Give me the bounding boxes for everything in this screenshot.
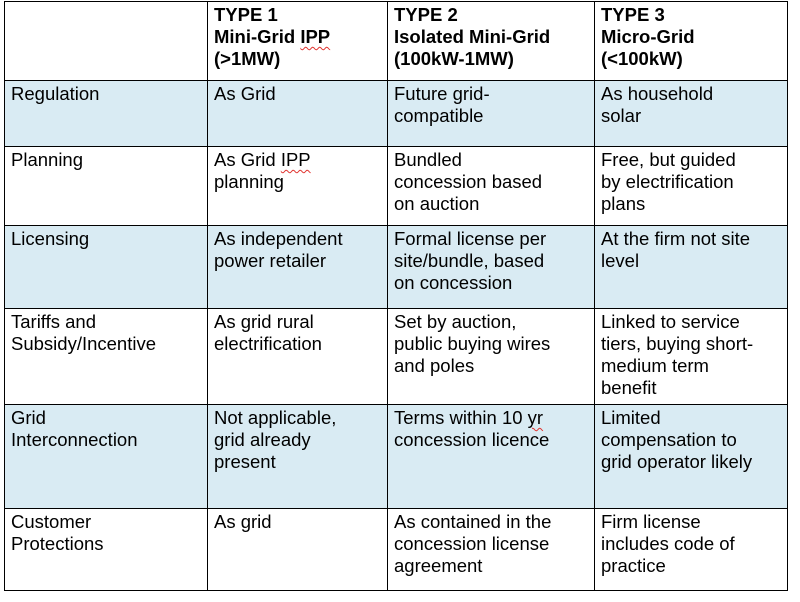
cell-line: grid already xyxy=(214,429,311,450)
row-header-tariffs: Tariffs and Subsidy/Incentive xyxy=(4,308,208,405)
table-row-planning: Planning As Grid IPP planning Bundled co… xyxy=(4,146,788,226)
cell-line: At the firm not site xyxy=(601,228,751,249)
cell-line: public buying wires xyxy=(394,333,551,354)
cell-line: medium term xyxy=(601,355,709,376)
row-header-line: Planning xyxy=(11,149,84,170)
cell-line: electrification xyxy=(214,333,322,354)
table-cell: Not applicable, grid already present xyxy=(207,404,388,509)
cell-line: As household xyxy=(601,83,714,104)
cell-line: on concession xyxy=(394,272,513,293)
table-cell: As Grid IPP planning xyxy=(207,146,388,226)
row-header-line: Grid xyxy=(11,407,46,428)
cell-line: present xyxy=(214,451,276,472)
table-cell: Set by auction, public buying wires and … xyxy=(387,308,595,405)
column-header-type-3: TYPE 3 Micro-Grid (<100kW) xyxy=(594,1,788,81)
cell-line: compensation to xyxy=(601,429,737,450)
table-row-licensing: Licensing As independent power retailer … xyxy=(4,225,788,309)
table-cell: Terms within 10 yr concession licence xyxy=(387,404,595,509)
table-cell: At the firm not site level xyxy=(594,225,788,309)
cell-line: benefit xyxy=(601,377,657,398)
column-header-text: Mini-Grid IPP xyxy=(214,26,331,47)
cell-line: power retailer xyxy=(214,250,327,271)
table-cell: Linked to service tiers, buying short- m… xyxy=(594,308,788,405)
table-cell: Bundled concession based on auction xyxy=(387,146,595,226)
cell-line: As grid rural xyxy=(214,311,314,332)
cell-line: As Grid xyxy=(214,83,276,104)
column-header-line: (>1MW) xyxy=(214,48,281,69)
cell-line: plans xyxy=(601,193,646,214)
row-header-planning: Planning xyxy=(4,146,208,226)
cell-line: tiers, buying short- xyxy=(601,333,754,354)
table-cell: Limited compensation to grid operator li… xyxy=(594,404,788,509)
row-header-line: Licensing xyxy=(11,228,90,249)
row-header-line: Protections xyxy=(11,533,104,554)
cell-line: practice xyxy=(601,555,666,576)
column-header-line: Mini-Grid IPP xyxy=(214,26,381,48)
table-row-grid-interconnection: Grid Interconnection Not applicable, gri… xyxy=(4,404,788,509)
table-cell: Free, but guided by electrification plan… xyxy=(594,146,788,226)
cell-line: concession based xyxy=(394,171,543,192)
column-header-line: Micro-Grid xyxy=(601,26,695,47)
column-header-line: TYPE 3 xyxy=(601,4,665,25)
table-cell: As grid xyxy=(207,508,388,591)
column-header-line: (<100kW) xyxy=(601,48,683,69)
cell-line: on auction xyxy=(394,193,480,214)
cell-line: Bundled xyxy=(394,149,462,170)
row-header-line: Regulation xyxy=(11,83,100,104)
table-row-customer-protections: Customer Protections As grid As containe… xyxy=(4,508,788,591)
cell-line: Free, but guided xyxy=(601,149,736,170)
row-header-line: Customer xyxy=(11,511,92,532)
table-cell: As grid rural electrification xyxy=(207,308,388,405)
table-row-tariffs: Tariffs and Subsidy/Incentive As grid ru… xyxy=(4,308,788,405)
row-header-regulation: Regulation xyxy=(4,80,208,147)
column-header-line: TYPE 2 xyxy=(394,4,458,25)
column-header-type-1: TYPE 1 Mini-Grid IPP (>1MW) xyxy=(207,1,388,81)
row-header-grid-interconnection: Grid Interconnection xyxy=(4,404,208,509)
cell-line: by electrification xyxy=(601,171,734,192)
table-cell: As Grid xyxy=(207,80,388,147)
row-header-line: Interconnection xyxy=(11,429,138,450)
cell-line: Terms within 10 yr xyxy=(394,407,544,428)
cell-line: Not applicable, xyxy=(214,407,337,428)
cell-line: level xyxy=(601,250,640,271)
cell-line: solar xyxy=(601,105,642,126)
cell-line: As independent xyxy=(214,228,343,249)
cell-line: Firm license xyxy=(601,511,701,532)
cell-line: planning xyxy=(214,171,284,192)
table-cell: Firm license includes code of practice xyxy=(594,508,788,591)
column-header-line: Isolated Mini-Grid xyxy=(394,26,551,47)
column-header-line: TYPE 1 xyxy=(214,4,278,25)
cell-line: Formal license per xyxy=(394,228,547,249)
row-header-licensing: Licensing xyxy=(4,225,208,309)
table-cell: As contained in the concession license a… xyxy=(387,508,595,591)
row-header-customer-protections: Customer Protections xyxy=(4,508,208,591)
row-header-line: Tariffs and xyxy=(11,311,97,332)
cell-line: concession licence xyxy=(394,429,550,450)
cell-line: As grid xyxy=(214,511,272,532)
cell-line: As contained in the xyxy=(394,511,552,532)
corner-cell xyxy=(4,1,208,81)
table-cell: As household solar xyxy=(594,80,788,147)
header-row: TYPE 1 Mini-Grid IPP (>1MW) TYPE 2 Isola… xyxy=(4,1,788,81)
cell-line: agreement xyxy=(394,555,483,576)
row-header-line: Subsidy/Incentive xyxy=(11,333,157,354)
column-header-type-2: TYPE 2 Isolated Mini-Grid (100kW-1MW) xyxy=(387,1,595,81)
cell-line: Limited xyxy=(601,407,661,428)
cell-line: concession license xyxy=(394,533,550,554)
cell-line: As Grid IPP xyxy=(214,149,311,170)
table-cell: As independent power retailer xyxy=(207,225,388,309)
column-header-line: (100kW-1MW) xyxy=(394,48,514,69)
cell-line: Set by auction, xyxy=(394,311,517,332)
cell-line: site/bundle, based xyxy=(394,250,545,271)
cell-line: compatible xyxy=(394,105,484,126)
comparison-table: TYPE 1 Mini-Grid IPP (>1MW) TYPE 2 Isola… xyxy=(4,1,788,591)
cell-line: includes code of xyxy=(601,533,735,554)
cell-line: grid operator likely xyxy=(601,451,753,472)
cell-line: Future grid- xyxy=(394,83,490,104)
cell-line: and poles xyxy=(394,355,475,376)
table-row-regulation: Regulation As Grid Future grid- compatib… xyxy=(4,80,788,147)
table-cell: Future grid- compatible xyxy=(387,80,595,147)
table-cell: Formal license per site/bundle, based on… xyxy=(387,225,595,309)
cell-line: Linked to service xyxy=(601,311,740,332)
